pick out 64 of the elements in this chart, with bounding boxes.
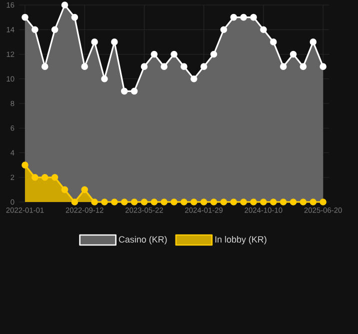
point bbox=[111, 38, 118, 46]
point bbox=[280, 198, 287, 206]
point bbox=[150, 50, 158, 58]
point bbox=[260, 198, 267, 206]
point bbox=[300, 63, 307, 70]
point bbox=[150, 198, 158, 206]
point bbox=[300, 198, 307, 206]
point bbox=[310, 198, 317, 206]
point bbox=[270, 38, 277, 46]
point bbox=[220, 198, 228, 206]
point bbox=[61, 186, 68, 194]
point bbox=[320, 63, 326, 70]
point bbox=[220, 26, 228, 34]
point bbox=[230, 198, 238, 206]
point bbox=[91, 198, 98, 206]
point bbox=[140, 198, 148, 206]
point bbox=[41, 174, 48, 181]
point bbox=[260, 26, 267, 34]
point bbox=[190, 198, 198, 206]
point bbox=[190, 75, 198, 82]
point bbox=[71, 198, 78, 206]
point bbox=[81, 63, 88, 70]
point bbox=[51, 174, 58, 181]
point bbox=[200, 63, 208, 70]
point bbox=[160, 63, 168, 70]
point bbox=[101, 75, 108, 82]
point bbox=[130, 198, 138, 206]
point bbox=[120, 198, 128, 206]
point bbox=[22, 14, 28, 21]
point bbox=[270, 198, 277, 206]
point bbox=[170, 198, 178, 206]
point bbox=[120, 88, 128, 95]
point bbox=[101, 198, 108, 206]
point bbox=[32, 174, 38, 181]
point bbox=[160, 198, 168, 206]
point bbox=[91, 38, 98, 46]
point bbox=[320, 198, 326, 206]
point bbox=[250, 14, 257, 21]
point bbox=[32, 26, 38, 34]
point bbox=[230, 14, 238, 21]
point bbox=[210, 198, 218, 206]
point bbox=[61, 2, 68, 8]
point bbox=[22, 162, 28, 168]
point bbox=[280, 63, 287, 70]
point bbox=[180, 63, 188, 70]
legend-label: Casino (KR) bbox=[118, 236, 167, 244]
point bbox=[310, 38, 317, 46]
point bbox=[200, 198, 208, 206]
point bbox=[250, 198, 257, 206]
point bbox=[81, 186, 88, 194]
point bbox=[290, 198, 297, 206]
point bbox=[71, 14, 78, 21]
point bbox=[130, 88, 138, 95]
point bbox=[111, 198, 118, 206]
point bbox=[170, 50, 178, 58]
point bbox=[51, 26, 58, 34]
point bbox=[180, 198, 188, 206]
point bbox=[240, 14, 247, 21]
point bbox=[210, 50, 218, 58]
point bbox=[41, 63, 48, 70]
point bbox=[290, 50, 297, 58]
point bbox=[140, 63, 148, 70]
point bbox=[240, 198, 247, 206]
legend-label: In lobby (KR) bbox=[215, 236, 266, 244]
